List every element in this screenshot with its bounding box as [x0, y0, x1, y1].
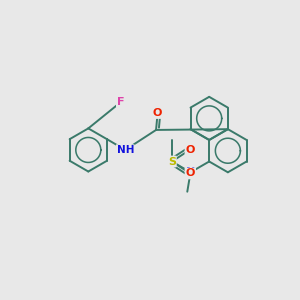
Text: O: O — [185, 168, 195, 178]
Text: O: O — [153, 108, 162, 118]
Text: NH: NH — [116, 145, 134, 155]
Text: N: N — [186, 167, 195, 177]
Text: S: S — [168, 157, 176, 166]
Text: F: F — [117, 97, 124, 107]
Text: O: O — [185, 145, 195, 155]
